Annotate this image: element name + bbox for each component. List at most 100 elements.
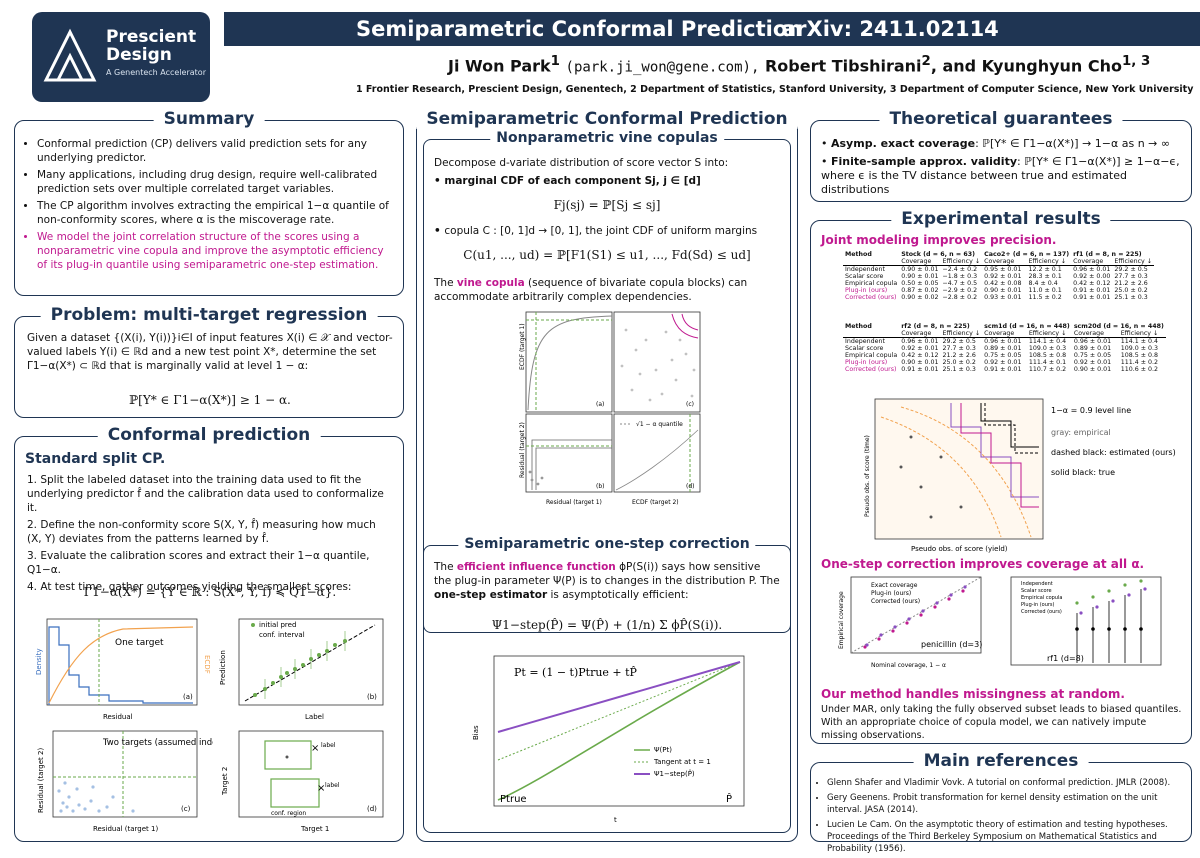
table-cell: 0.90 ± 0.01	[901, 359, 939, 366]
fig-a-xlabel: Residual	[103, 713, 133, 721]
svg-text:×: ×	[311, 743, 319, 754]
fig-c-ylabel: Residual (target 2)	[37, 748, 45, 813]
table-cell: 28.3 ± 0.1	[1028, 273, 1062, 280]
table-row: Empirical copula 0.50 ± 0.05 −4.7 ± 0.5 0.4…	[843, 280, 1154, 287]
svg-text:(a): (a)	[596, 401, 604, 408]
ref-2: Gery Geenens. Probit transformation for …	[827, 792, 1185, 816]
vine-bullet-2: copula C : [0, 1]d → [0, 1], the joint C…	[444, 225, 758, 237]
logo-line1: Prescient	[106, 27, 197, 47]
table-cell: 111.4 ± 0.2	[1120, 359, 1159, 366]
vfig-xlabel-1: Residual (target 1)	[546, 499, 602, 506]
vine-eq-2: C(u1, ..., ud) = ℙ[F1(S1) ≤ u1, ..., Fd(…	[463, 248, 751, 262]
table-cell: 0.92 ± 0.01	[984, 273, 1022, 280]
summary-bullet-2: Many applications, including drug design…	[37, 168, 393, 196]
table-row: Independent 0.90 ± 0.01 −2.4 ± 0.2 0.95 ± 0…	[843, 265, 1155, 273]
logo-subtitle: A Genentech Accelerator	[106, 68, 206, 77]
affiliations: 1 Frontier Research, Prescient Design, G…	[356, 84, 1194, 95]
table-cell: 0.92 ± 0.01	[1073, 359, 1112, 366]
table-subheader: Coverage	[984, 258, 1015, 265]
table-cell: −2.8 ± 0.2	[942, 294, 978, 301]
table-header: scm1d (d = 16, n = 448)	[984, 323, 1070, 330]
table-cell: 0.96 ± 0.01	[1073, 266, 1111, 273]
table-cell: 0.90 ± 0.01	[901, 266, 939, 273]
semipar-title: Semiparametric Conformal Prediction	[416, 109, 798, 129]
table-cell: −2.9 ± 0.2	[942, 287, 978, 294]
vine-text-2a: The	[434, 277, 457, 289]
fig-b-xlabel: Label	[305, 713, 324, 721]
table-cell: 109.0 ± 0.3	[1028, 345, 1067, 352]
coverage-figure-rf1: Independent Scalar score Empirical copul…	[1010, 576, 1162, 666]
os-text-b: efficient influence function	[456, 561, 616, 573]
table-cell: 0.42 ± 0.12	[901, 352, 939, 359]
figure-a-histogram: One target Residual Density ECDF (a)	[35, 618, 211, 721]
table-subheader: Coverage	[1073, 330, 1104, 337]
semipar-box: Semiparametric Conformal Prediction Nonp…	[416, 109, 798, 842]
theory-b1-bold: Asymp. exact coverage	[831, 137, 976, 150]
lvl-legend-1: 1−α = 0.9 level line	[1051, 406, 1131, 415]
prediction-set-equation: Γ1−α(X*) = {Y ∈ ℝ : S(X*, Y, f̂) ≼ Q1−α}…	[83, 585, 337, 599]
fig-d-xlabel: Target 1	[300, 825, 329, 833]
step-1: 1. Split the labeled dataset into the tr…	[27, 474, 384, 514]
results-table-2: Method rf2 (d = 8, n = 225) scm1d (d = 16,…	[843, 323, 1166, 373]
problem-title: Problem: multi-target regression	[40, 305, 378, 325]
lvl-legend-4: solid black: true	[1051, 468, 1115, 477]
vine-text-1: Decompose d-variate distribution of scor…	[434, 157, 729, 169]
svg-text:(d): (d)	[686, 483, 695, 490]
vine-title: Nonparametric vine copulas	[490, 130, 724, 146]
problem-box: Problem: multi-target regression Given a…	[14, 305, 404, 418]
lvl-ylabel: Pseudo obs. of score (time)	[864, 435, 871, 517]
table-cell: 0.91 ± 0.01	[901, 366, 939, 373]
table-row: Corrected (ours) 0.91 ± 0.01 25.1 ± 0.3 0.9…	[843, 366, 1166, 373]
table-cell: Empirical copula	[845, 352, 898, 359]
summary-title: Summary	[153, 109, 265, 129]
theory-b2-bold: Finite-sample approx. validity	[831, 155, 1018, 168]
table-cell: 8.4 ± 0.4	[1028, 280, 1058, 287]
split-cp-subtitle: Standard split CP.	[25, 451, 166, 467]
prescient-design-logo: Prescient Design A Genentech Accelerator	[32, 12, 210, 102]
table-cell: 0.90 ± 0.01	[1073, 366, 1112, 373]
table-cell: 0.89 ± 0.01	[984, 345, 1022, 352]
table-cell: 110.6 ± 0.2	[1120, 366, 1159, 373]
table-header: Method	[845, 323, 872, 330]
table-cell: 0.42 ± 0.08	[984, 280, 1022, 287]
logo-mark-icon	[43, 28, 97, 82]
os-xlabel: t	[614, 816, 617, 824]
ref-1: Glenn Shafer and Vladimir Vovk. A tutori…	[827, 777, 1185, 789]
table-cell: 0.75 ± 0.05	[984, 352, 1022, 359]
table-cell: 0.96 ± 0.01	[1073, 338, 1112, 345]
table-cell: 0.96 ± 0.01	[984, 338, 1022, 345]
table-cell: 0.90 ± 0.01	[901, 273, 939, 280]
table-cell: 0.50 ± 0.05	[901, 280, 939, 287]
table-cell: 0.91 ± 0.01	[1073, 294, 1111, 301]
table-row: Scalar score 0.92 ± 0.01 27.7 ± 0.3 0.89 ± …	[843, 345, 1166, 352]
summary-bullet-1: Conformal prediction (CP) delivers valid…	[37, 137, 393, 165]
onestep-title: Semiparametric one-step correction	[458, 536, 756, 552]
poster-title: Semiparametric Conformal Prediction	[356, 17, 803, 41]
table-cell: 0.75 ± 0.05	[1073, 352, 1112, 359]
summary-bullet-3: The CP algorithm involves extracting the…	[37, 199, 393, 227]
svg-text:×: ×	[317, 783, 325, 794]
fig-c-label: Two targets (assumed indep.)	[102, 738, 213, 748]
table-cell: 114.1 ± 0.4	[1120, 338, 1159, 345]
summary-bullet-4: We model the joint correlation structure…	[37, 230, 393, 272]
fig-a-label: One target	[115, 638, 164, 648]
poster-header: Prescient Design A Genentech Accelerator …	[0, 0, 1200, 108]
author-email: (park.ji_won@gene.com),	[565, 59, 760, 76]
onestep-subbox: Semiparametric one-step correction The e…	[423, 536, 791, 833]
os-ptrue: Ptrue	[500, 794, 527, 805]
fig-b-legend-1: initial pred	[259, 621, 296, 629]
lvl-legend-2: gray: empirical	[1051, 428, 1111, 437]
cov-label: penicillin (d=3)	[921, 640, 982, 649]
cov2-legend-3: Empirical copula	[1021, 595, 1062, 601]
table-row: Scalar score 0.90 ± 0.01 −1.8 ± 0.3 0.92 ± …	[843, 273, 1154, 280]
os-text-a: The	[434, 561, 457, 573]
table-cell: 0.42 ± 0.12	[1073, 280, 1111, 287]
table-cell: 0.87 ± 0.02	[901, 287, 939, 294]
table-subheader: Coverage	[901, 330, 932, 337]
fig-a-ylabel: Density	[35, 648, 43, 675]
lvl-legend-3: dashed black: estimated (ours)	[1051, 448, 1176, 457]
table-cell: 0.92 ± 0.01	[984, 359, 1022, 366]
os-legend-3: Ψ1−step(P̂)	[654, 770, 695, 778]
table-cell: Scalar score	[845, 273, 884, 280]
table-cell: Plug-in (ours)	[845, 359, 888, 366]
